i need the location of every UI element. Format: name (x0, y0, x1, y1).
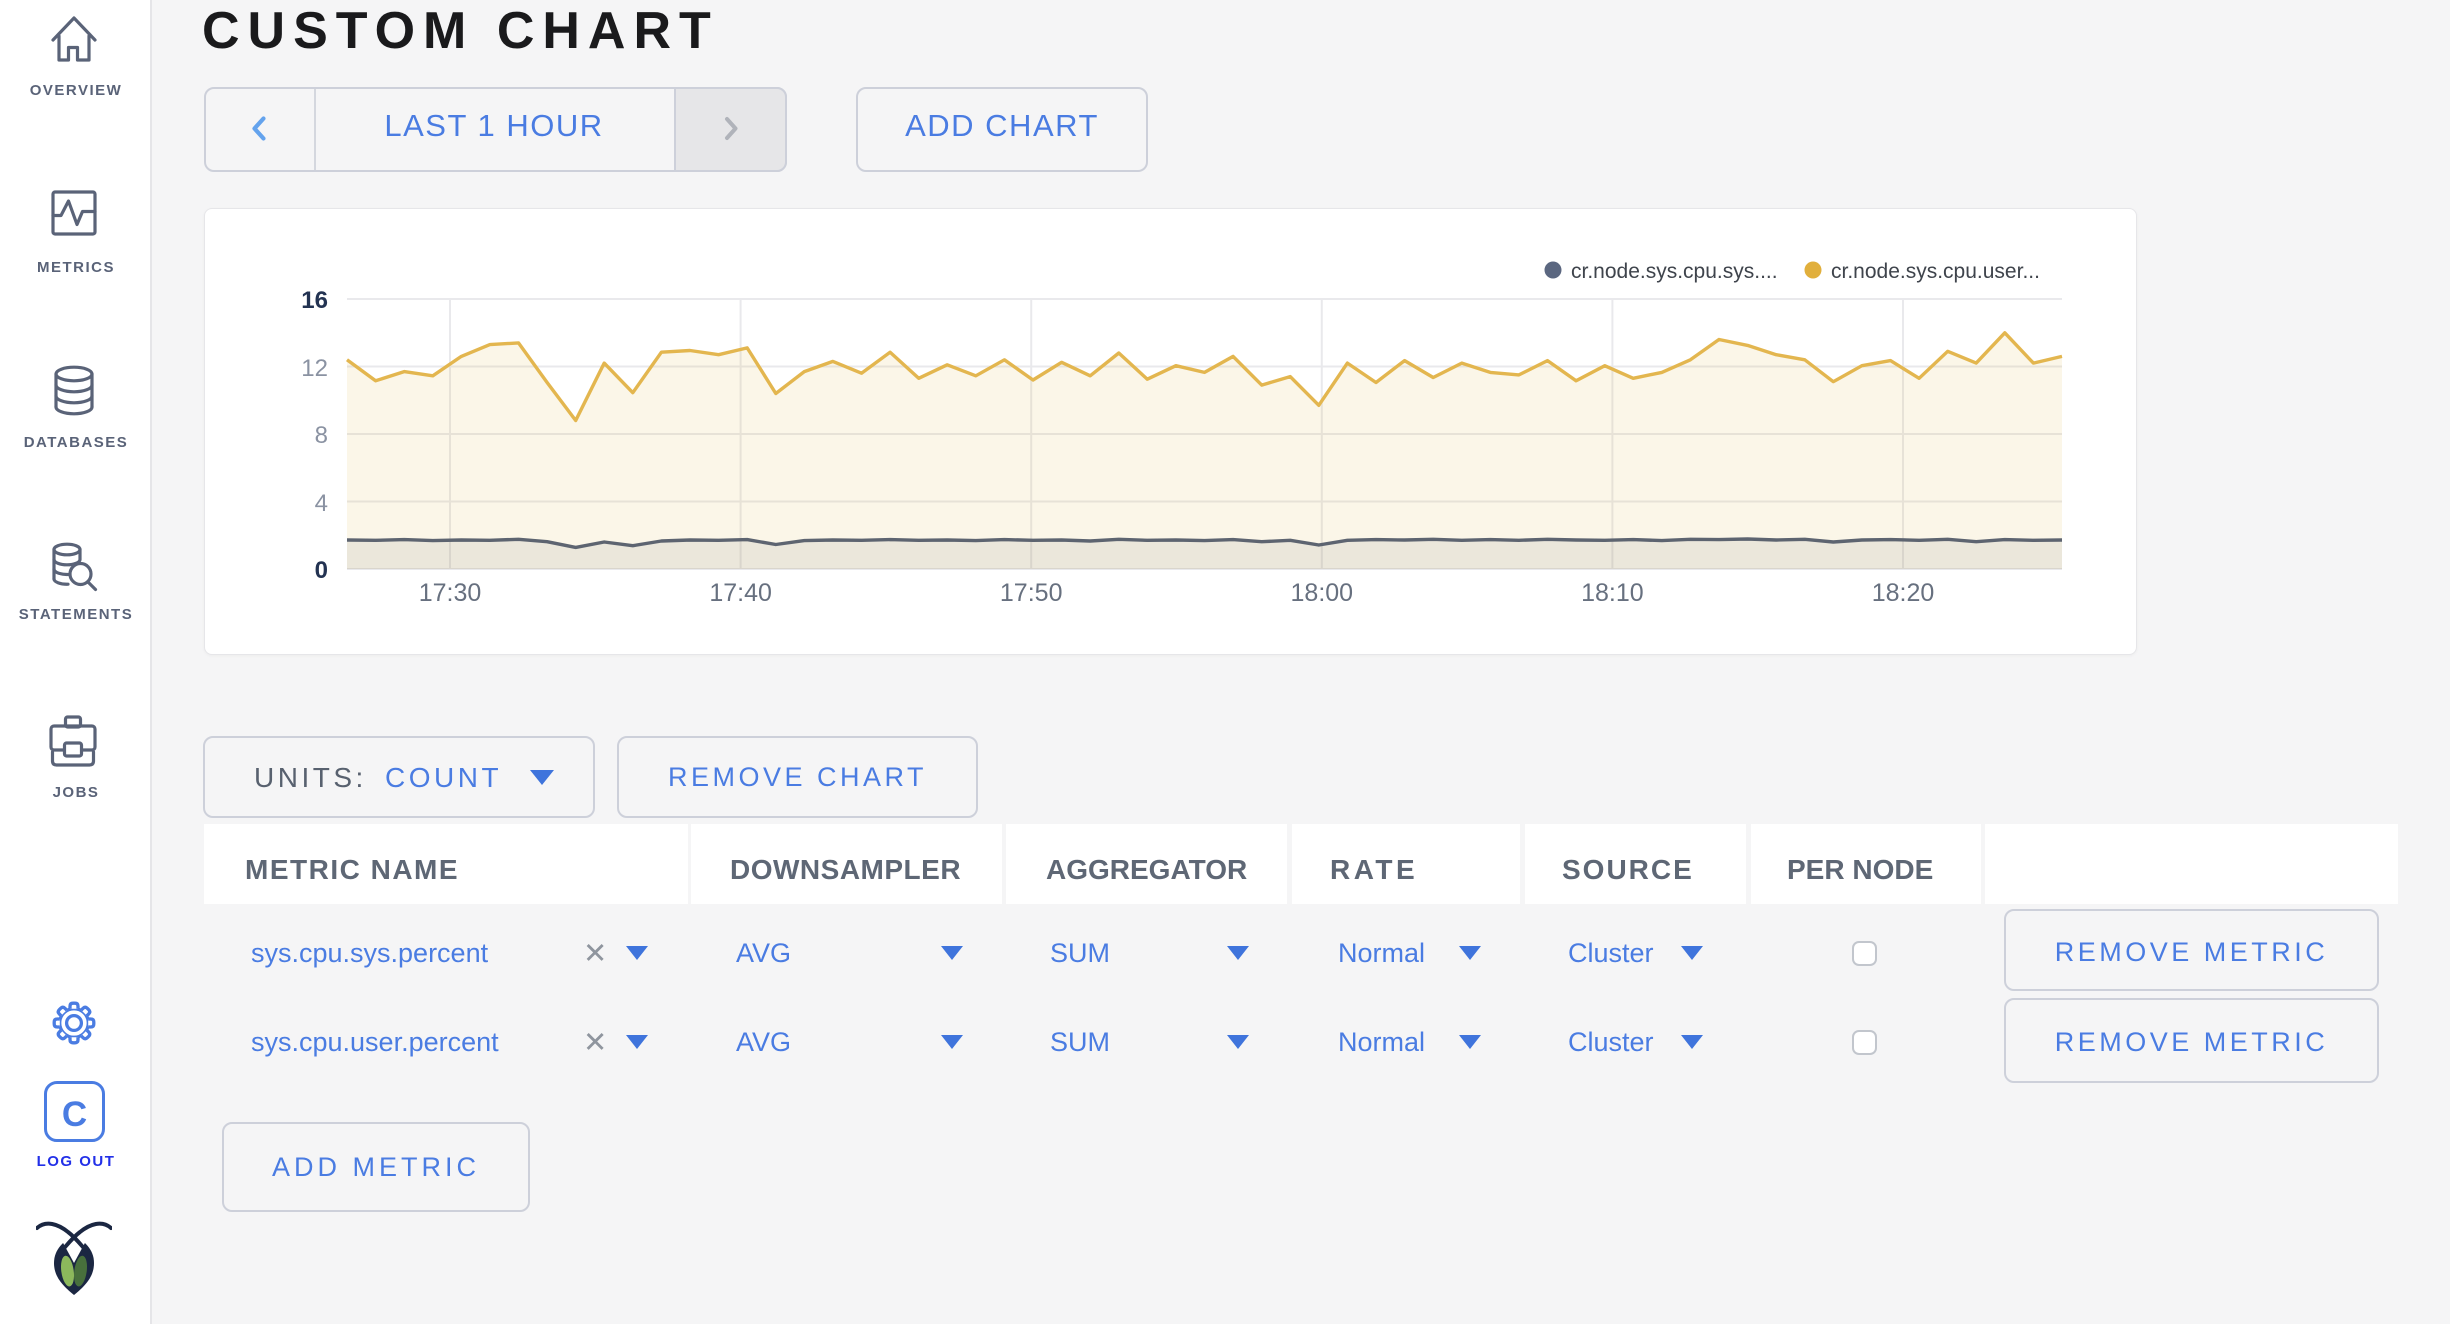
svg-text:18:00: 18:00 (1291, 579, 1354, 607)
svg-text:18:20: 18:20 (1872, 579, 1935, 607)
svg-text:cr.node.sys.cpu.sys....: cr.node.sys.cpu.sys.... (1571, 260, 1778, 283)
svg-text:0: 0 (315, 557, 328, 584)
svg-text:17:50: 17:50 (1000, 579, 1063, 607)
svg-text:18:10: 18:10 (1581, 579, 1644, 607)
svg-text:12: 12 (301, 355, 328, 382)
svg-text:4: 4 (315, 490, 328, 517)
svg-text:16: 16 (301, 287, 328, 314)
svg-text:8: 8 (315, 422, 328, 449)
svg-text:cr.node.sys.cpu.user...: cr.node.sys.cpu.user... (1831, 260, 2040, 283)
svg-text:17:40: 17:40 (709, 579, 772, 607)
svg-text:17:30: 17:30 (419, 579, 482, 607)
